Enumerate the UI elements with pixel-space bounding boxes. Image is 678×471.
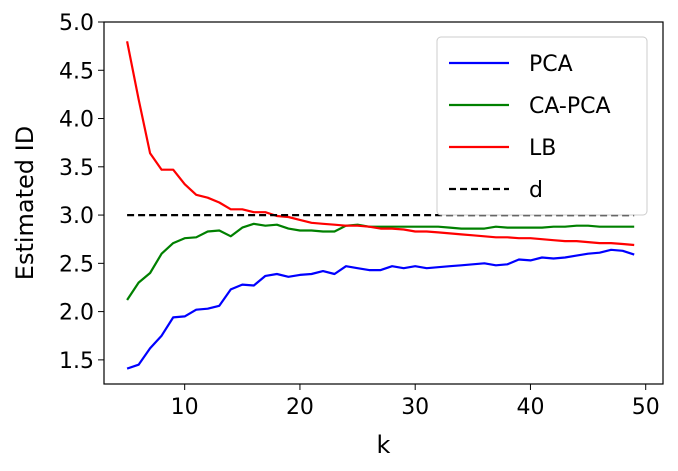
y-tick-label: 3.0: [59, 204, 94, 229]
legend: PCA CA-PCA LB d: [436, 36, 648, 216]
y-tick-label: 4.5: [59, 59, 94, 84]
y-tick-label: 2.0: [59, 301, 94, 326]
series-line-pca: [126, 248, 635, 370]
series-line-ca-pca: [126, 222, 635, 301]
y-tick-label: 2.5: [59, 252, 94, 277]
legend-label: LB: [529, 136, 556, 161]
x-tick-label: 50: [632, 395, 660, 420]
legend-label: d: [529, 178, 543, 203]
y-axis-label: Estimated ID: [11, 126, 39, 280]
plot-frame: [103, 21, 664, 385]
x-tick-label: 10: [171, 395, 199, 420]
x-axis-label: k: [377, 431, 391, 459]
x-tick-label: 20: [286, 395, 314, 420]
x-tick-label: 30: [401, 395, 429, 420]
legend-label: PCA: [529, 52, 573, 77]
ticks-layer: 10 20 30 40 50 1.5 2.0 2.5 3.0 3.5 4.0 4.5 5.0: [59, 11, 660, 420]
y-tick-label: 1.5: [59, 349, 94, 374]
legend-box: [436, 36, 648, 216]
y-tick-label: 4.0: [59, 108, 94, 133]
series-line-lb: [126, 41, 635, 247]
y-tick-label: 5.0: [59, 11, 94, 36]
x-tick-label: 40: [516, 395, 544, 420]
y-tick-label: 3.5: [59, 156, 94, 181]
legend-label: CA-PCA: [529, 94, 611, 119]
